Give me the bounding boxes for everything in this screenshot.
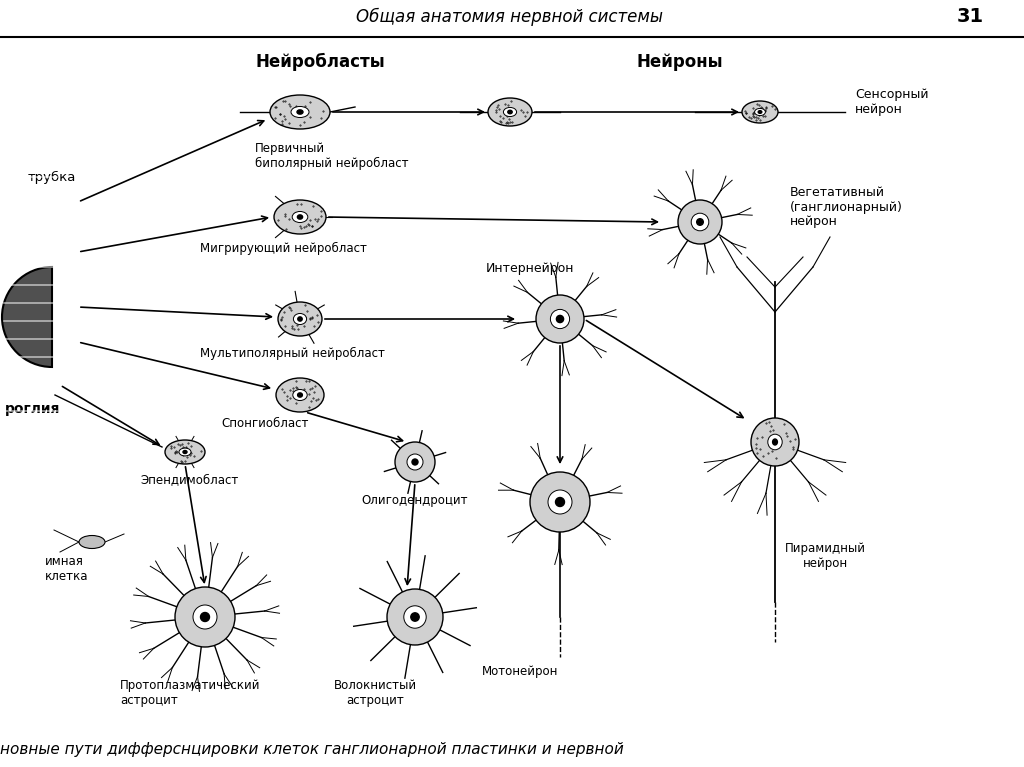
Text: Эпендимобласт: Эпендимобласт: [140, 473, 239, 486]
Text: Спонгиобласт: Спонгиобласт: [221, 417, 308, 430]
Ellipse shape: [294, 314, 306, 324]
Ellipse shape: [758, 110, 762, 114]
Ellipse shape: [297, 215, 303, 219]
Ellipse shape: [278, 302, 322, 336]
Text: Общая анатомия нервной системы: Общая анатомия нервной системы: [356, 8, 664, 26]
Ellipse shape: [403, 606, 426, 628]
Ellipse shape: [183, 450, 187, 453]
Ellipse shape: [488, 98, 532, 126]
Text: Сенсорный
нейрон: Сенсорный нейрон: [855, 88, 929, 116]
Text: Первичный
биполярный нейробласт: Первичный биполярный нейробласт: [255, 142, 409, 170]
Text: Интернейрон: Интернейрон: [485, 262, 574, 275]
Ellipse shape: [297, 110, 303, 114]
Ellipse shape: [755, 108, 765, 116]
Ellipse shape: [555, 498, 564, 506]
Text: Мигрирующий нейробласт: Мигрирующий нейробласт: [200, 242, 367, 255]
Ellipse shape: [274, 200, 326, 234]
Ellipse shape: [276, 378, 324, 412]
Ellipse shape: [270, 95, 330, 129]
Ellipse shape: [768, 434, 782, 449]
Ellipse shape: [772, 439, 777, 445]
Ellipse shape: [691, 213, 709, 231]
Ellipse shape: [412, 459, 418, 465]
Ellipse shape: [179, 448, 191, 456]
Text: Олигодендроцит: Олигодендроцит: [361, 494, 468, 507]
Ellipse shape: [504, 107, 516, 117]
Ellipse shape: [201, 613, 210, 621]
Text: Вегетативный
(ганглионарный)
нейрон: Вегетативный (ганглионарный) нейрон: [790, 186, 903, 229]
Ellipse shape: [551, 309, 569, 328]
Ellipse shape: [165, 440, 205, 464]
Wedge shape: [2, 267, 52, 367]
Text: Нейроны: Нейроны: [637, 53, 723, 71]
Ellipse shape: [175, 587, 234, 647]
Ellipse shape: [193, 605, 217, 629]
Ellipse shape: [556, 315, 563, 323]
Text: имная
клетка: имная клетка: [45, 555, 88, 583]
Ellipse shape: [298, 317, 302, 321]
Text: роглия: роглия: [5, 402, 60, 416]
Text: Мотонейрон: Мотонейрон: [482, 665, 558, 678]
Text: Волокнистый
астроцит: Волокнистый астроцит: [334, 679, 417, 707]
Text: Нейробласты: Нейробласты: [255, 53, 385, 71]
Text: трубка: трубка: [28, 170, 76, 183]
Text: Пирамидный
нейрон: Пирамидный нейрон: [784, 542, 865, 570]
Ellipse shape: [536, 295, 584, 343]
Ellipse shape: [678, 200, 722, 244]
Ellipse shape: [291, 107, 309, 117]
Ellipse shape: [411, 613, 419, 621]
Ellipse shape: [508, 110, 512, 114]
Ellipse shape: [298, 393, 302, 397]
Ellipse shape: [530, 472, 590, 532]
Text: Протоплазматический
астроцит: Протоплазматический астроцит: [120, 679, 260, 707]
Ellipse shape: [407, 454, 423, 470]
Ellipse shape: [548, 490, 572, 514]
Ellipse shape: [293, 390, 307, 400]
Ellipse shape: [387, 589, 443, 645]
Ellipse shape: [395, 442, 435, 482]
Ellipse shape: [751, 418, 799, 466]
Ellipse shape: [79, 535, 105, 548]
Ellipse shape: [742, 101, 778, 123]
Ellipse shape: [292, 212, 308, 222]
Text: новные пути дифферснцировки клеток ганглионарной пластинки и нервной: новные пути дифферснцировки клеток гангл…: [0, 742, 624, 757]
Text: Мультиполярный нейробласт: Мультиполярный нейробласт: [200, 347, 385, 360]
Ellipse shape: [696, 219, 703, 225]
Text: 31: 31: [956, 8, 984, 27]
